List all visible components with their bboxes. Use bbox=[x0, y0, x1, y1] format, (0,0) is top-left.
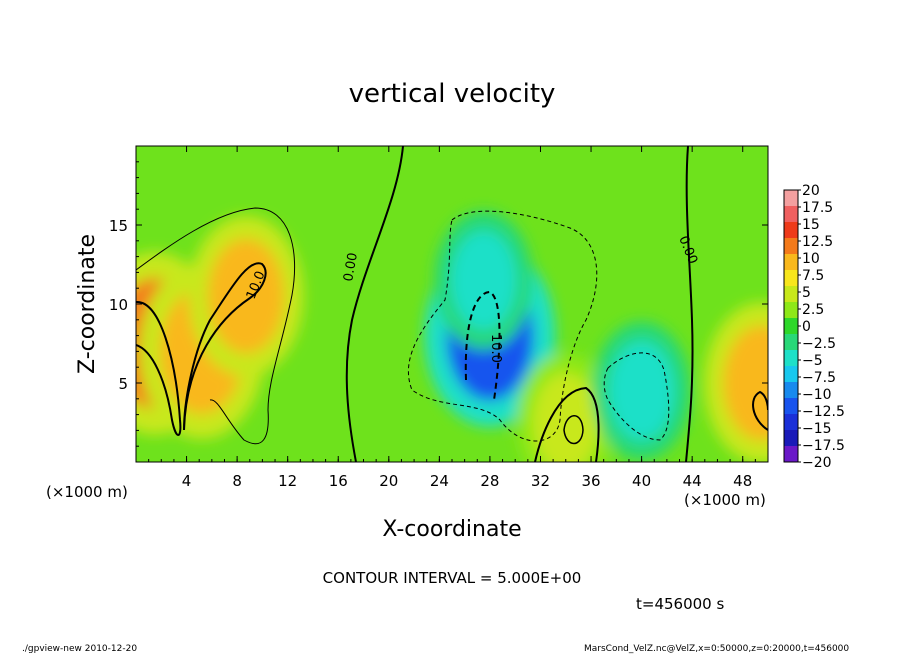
colorbar-label: 20 bbox=[802, 183, 820, 199]
colorbar-label: −7.5 bbox=[802, 370, 836, 386]
zero-contour-right bbox=[685, 146, 694, 462]
colorbar-label: −10 bbox=[802, 387, 832, 403]
minus-contour-east bbox=[603, 352, 670, 441]
colorbar-label: 15 bbox=[802, 217, 820, 233]
colorbar: 2017.51512.5107.552.50−2.5−5−7.5−10−12.5… bbox=[783, 183, 845, 471]
colorbar-label: −5 bbox=[802, 353, 823, 369]
x-tick-label: 48 bbox=[733, 472, 752, 490]
y-tick-label: 5 bbox=[118, 375, 128, 393]
x-tick-label: 40 bbox=[632, 472, 651, 490]
x-tick-label: 28 bbox=[480, 472, 499, 490]
feature-core-4 bbox=[450, 230, 517, 330]
colorbar-label: 5 bbox=[802, 285, 811, 301]
x-axis: 4 8 12 16 20 24 28 32 36 40 44 48 bbox=[135, 146, 769, 490]
x-tick-label: 24 bbox=[430, 472, 449, 490]
colorbar-swatch bbox=[784, 238, 798, 255]
x-tick-label: 44 bbox=[683, 472, 702, 490]
colorbar-swatch bbox=[784, 430, 798, 447]
colorbar-label: 2.5 bbox=[802, 302, 824, 318]
colorbar-swatch bbox=[784, 190, 798, 207]
colorbar-swatch bbox=[784, 286, 798, 303]
colorbar-label: 17.5 bbox=[802, 200, 833, 216]
y-tick-label: 15 bbox=[109, 217, 128, 235]
colorbar-label: −2.5 bbox=[802, 336, 836, 352]
footer-left: ./gpview-new 2010-12-20 bbox=[22, 644, 137, 654]
x-tick-label: 32 bbox=[531, 472, 550, 490]
colorbar-label: 7.5 bbox=[802, 268, 824, 284]
colorbar-swatch bbox=[784, 334, 798, 351]
colorbar-label: 10 bbox=[802, 251, 820, 267]
x-tick-label: 20 bbox=[379, 472, 398, 490]
y-tick-label: 10 bbox=[109, 296, 128, 314]
x-tick-label: 12 bbox=[278, 472, 297, 490]
colorbar-swatch bbox=[784, 446, 798, 463]
colorbar-swatch bbox=[784, 398, 798, 415]
colorbar-swatch bbox=[784, 270, 798, 287]
colorbar-label: 0 bbox=[802, 319, 811, 335]
colorbar-label: 12.5 bbox=[802, 234, 833, 250]
x-axis-label: X-coordinate bbox=[382, 517, 521, 542]
minus-contour-outer bbox=[407, 210, 598, 442]
contour-label-4: 10.0 bbox=[488, 334, 503, 363]
colorbar-swatch bbox=[784, 222, 798, 239]
footer-right: MarsCond_VelZ.nc@VelZ,x=0:50000,z=0:2000… bbox=[584, 644, 849, 654]
colorbar-label: −17.5 bbox=[802, 438, 845, 454]
time-label: t=456000 s bbox=[636, 595, 724, 613]
plus-contour-bottom bbox=[534, 386, 600, 462]
feature-core-7 bbox=[723, 325, 768, 441]
colorbar-label: −20 bbox=[802, 455, 832, 471]
contour-label-2: 0.00 bbox=[341, 252, 361, 283]
colorbar-swatch bbox=[784, 302, 798, 319]
x-unit-left: (×1000 m) bbox=[46, 483, 128, 501]
zero-contour-left bbox=[345, 146, 404, 462]
contour-interval: CONTOUR INTERVAL = 5.000E+00 bbox=[323, 569, 582, 587]
x-tick-label: 36 bbox=[581, 472, 600, 490]
small-circle bbox=[563, 415, 584, 445]
x-unit-right: (×1000 m) bbox=[684, 491, 766, 509]
colorbar-label: −12.5 bbox=[802, 404, 845, 420]
x-tick-label: 8 bbox=[232, 472, 242, 490]
plot-area: 10.0 0.00 0.00 10.0 bbox=[136, 146, 768, 462]
colorbar-swatch bbox=[784, 254, 798, 271]
y-axis: 5 10 15 bbox=[109, 145, 768, 463]
colorbar-swatch bbox=[784, 318, 798, 335]
colorbar-swatch bbox=[784, 382, 798, 399]
x-tick-label: 16 bbox=[329, 472, 348, 490]
colorbar-swatch bbox=[784, 350, 798, 367]
colorbar-swatch bbox=[784, 206, 798, 223]
plus-contour-right-lobe bbox=[183, 262, 267, 431]
feature-core-6 bbox=[608, 341, 675, 441]
contour-lines bbox=[136, 146, 768, 462]
colorbar-label: −15 bbox=[802, 421, 832, 437]
colorbar-swatch bbox=[784, 366, 798, 383]
x-tick-label: 4 bbox=[182, 472, 192, 490]
minus-contour-inner bbox=[464, 290, 501, 401]
y-axis-label: Z-coordinate bbox=[75, 234, 100, 374]
feature-core-5 bbox=[532, 372, 599, 462]
chart-title: vertical velocity bbox=[349, 79, 556, 109]
outer-contour bbox=[136, 207, 296, 445]
colorbar-swatch bbox=[784, 414, 798, 431]
plus-contour-left-lobe bbox=[136, 301, 182, 436]
